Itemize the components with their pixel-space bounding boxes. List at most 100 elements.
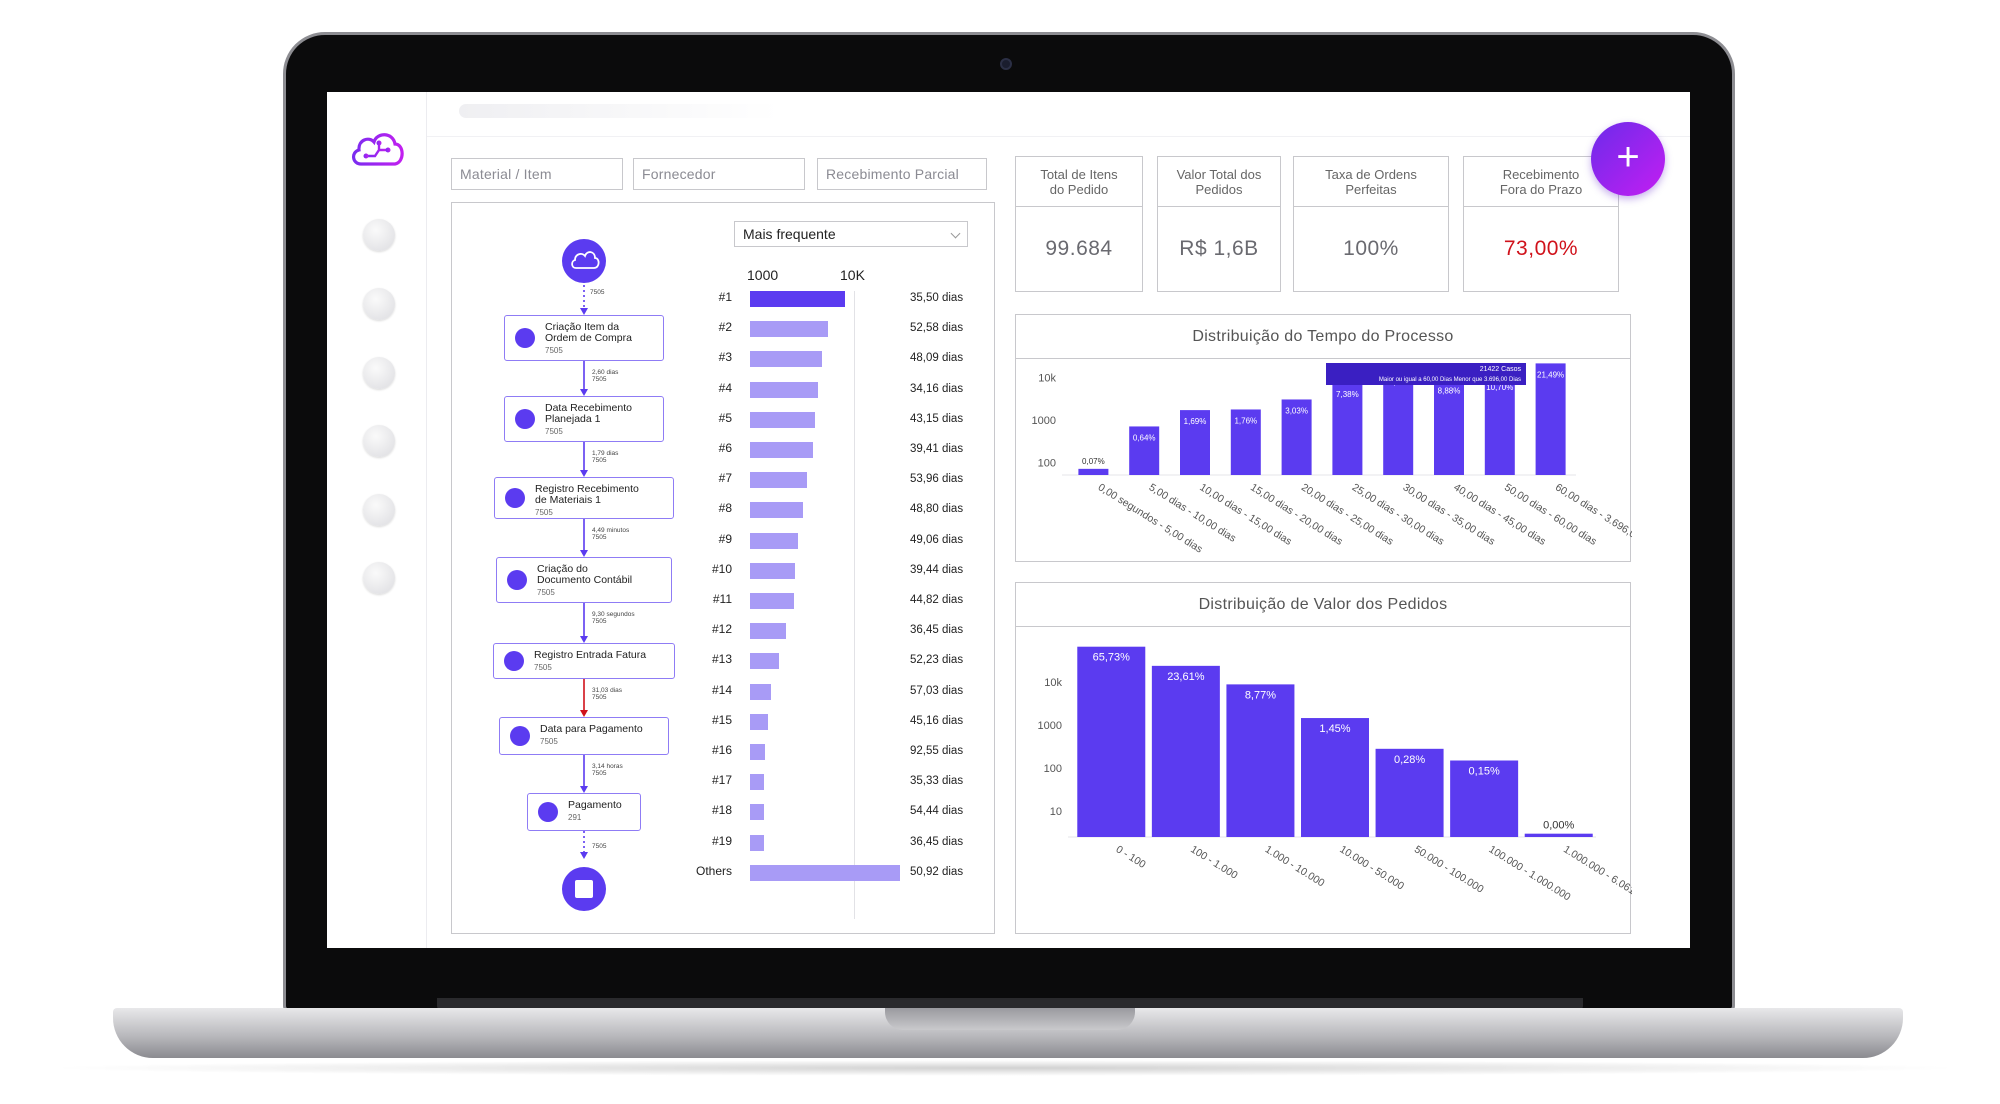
sidebar-item-1[interactable] [363, 219, 395, 251]
bar-data-label: 65,73% [1093, 652, 1131, 664]
recebimento-filter[interactable]: Recebimento Parcial [817, 158, 987, 190]
add-button[interactable]: + [1591, 122, 1665, 196]
app-screen: Material / Item Fornecedor Recebimento P… [327, 92, 1690, 948]
variant-duration: 36,45 dias [910, 624, 964, 637]
laptop-notch [885, 1008, 1135, 1030]
sidebar-item-3[interactable] [363, 357, 395, 389]
process-end-node[interactable] [562, 867, 606, 911]
y-tick-label: 100 [1038, 457, 1056, 469]
fornecedor-filter[interactable]: Fornecedor [633, 158, 805, 190]
bar-data-label: 0,28% [1394, 754, 1425, 766]
sidebar-item-6[interactable] [363, 562, 395, 594]
process-edge-count: 7505 [592, 534, 607, 541]
process-node-count: 7505 [534, 663, 552, 672]
chart-bar [1434, 379, 1464, 475]
variant-duration: 39,41 dias [910, 443, 964, 455]
variant-rank: #17 [711, 773, 732, 788]
variant-bar[interactable] [750, 532, 798, 549]
order-value-chart: 10k 1000 100 10 65,73% 0 - 100 23,61% 100 - 1.0… [1038, 646, 1632, 908]
variant-rank: #16 [711, 743, 732, 757]
process-node[interactable]: Pagamento 291 [527, 793, 641, 831]
variant-bar[interactable] [750, 744, 765, 760]
process-edge-label: 3,14 horas 7505 [592, 763, 623, 777]
process-edge-time: 4,49 minutos [592, 527, 630, 534]
variant-bar[interactable] [750, 593, 794, 609]
variant-bar[interactable] [750, 502, 803, 519]
variant-duration: 52,58 dias [910, 322, 964, 335]
variant-axis-label: 10K [840, 267, 865, 283]
process-node-count: 291 [568, 813, 582, 822]
tooltip-count: 21422 Casos [1480, 366, 1522, 373]
sidebar-item-4[interactable] [363, 425, 395, 457]
variant-bar[interactable] [750, 351, 822, 368]
process-edge-count: 7505 [592, 376, 607, 383]
header-divider [427, 136, 1690, 137]
y-tick-label: 10 [1050, 806, 1062, 818]
variant-rank: #15 [711, 712, 732, 727]
breadcrumb-placeholder [459, 104, 779, 118]
variant-bar[interactable] [750, 381, 818, 398]
y-tick-label: 10k [1044, 677, 1062, 689]
chart-bar [1151, 665, 1220, 837]
chart-bar [1180, 410, 1210, 475]
process-node[interactable]: Criação do Documento Contábil 7505 [496, 557, 672, 603]
variant-duration: 34,16 dias [910, 382, 964, 395]
chart-tooltip [1326, 363, 1526, 385]
process-edge-arrow-head [580, 786, 588, 793]
variant-rank: #1 [718, 290, 732, 304]
process-node[interactable]: Registro Entrada Fatura 7505 [493, 643, 675, 679]
variant-bar[interactable] [750, 321, 828, 338]
bar-data-label: 23,61% [1167, 671, 1205, 683]
process-node[interactable]: Data Recebimento Planejada 1 7505 [504, 396, 664, 442]
kpi-card: Total de Itens do Pedido 99.684 [1015, 156, 1143, 292]
bar-data-label: 3,03% [1285, 406, 1308, 415]
sort-select[interactable]: Mais frequente [734, 221, 968, 247]
process-end-arrow-head [580, 852, 588, 859]
process-node-label: Criação Item da Ordem de Compra 7505 [545, 321, 632, 356]
process-node-label: Data Recebimento Planejada 1 7505 [545, 402, 632, 437]
variant-bar[interactable] [750, 864, 900, 881]
variant-bar[interactable] [750, 562, 795, 579]
variant-bar[interactable] [750, 683, 771, 700]
variant-bar[interactable] [750, 291, 845, 307]
process-edge-time: 3,14 horas [592, 763, 623, 770]
tooltip-text: Maior ou igual a 60,00 Dias Menor que 3.… [1379, 377, 1521, 383]
variant-bar[interactable] [750, 623, 786, 640]
process-node-count: 7505 [535, 508, 553, 517]
variant-bar[interactable] [750, 653, 779, 670]
sidebar [327, 92, 427, 948]
variant-bar[interactable] [750, 804, 764, 821]
process-node[interactable]: Registro Recebimento de Materiais 1 7505 [494, 477, 674, 519]
bar-data-label: 8,88% [1438, 387, 1461, 396]
laptop-shadow [40, 1060, 1970, 1076]
process-edge-label: 2,60 dias 7505 [592, 369, 618, 383]
activity-dot-icon [507, 570, 527, 590]
process-start-count: 7505 [590, 289, 605, 296]
sidebar-item-2[interactable] [363, 288, 395, 320]
variant-rank: #2 [718, 320, 732, 335]
variant-bar[interactable] [750, 442, 813, 458]
variant-duration: 48,80 dias [910, 503, 964, 516]
variant-duration: 50,92 dias [910, 865, 964, 878]
variant-bar[interactable] [750, 472, 807, 489]
process-edge-time: 31,03 dias [592, 687, 622, 694]
variant-duration: 54,44 dias [910, 805, 964, 818]
variant-bar[interactable] [750, 834, 764, 851]
process-start-node[interactable] [562, 239, 606, 283]
process-edge-label: 31,03 dias 7505 [592, 687, 622, 701]
process-node[interactable]: Data para Pagamento 7505 [499, 717, 669, 755]
kpi-title: Taxa de Ordens Perfeitas [1294, 157, 1448, 207]
process-edge-arrow-head [580, 710, 588, 717]
cloud-logo-icon[interactable] [349, 126, 407, 172]
variant-bar[interactable] [750, 774, 764, 791]
variant-rank: #7 [718, 471, 732, 486]
webcam [1000, 58, 1012, 70]
chart-bar [1535, 363, 1566, 475]
process-node[interactable]: Criação Item da Ordem de Compra 7505 [504, 315, 664, 361]
sidebar-item-5[interactable] [363, 494, 395, 526]
variant-bar[interactable] [750, 713, 768, 730]
process-node-label: Data para Pagamento 7505 [540, 723, 643, 747]
material-filter[interactable]: Material / Item [451, 158, 623, 190]
variant-bar[interactable] [750, 411, 815, 428]
